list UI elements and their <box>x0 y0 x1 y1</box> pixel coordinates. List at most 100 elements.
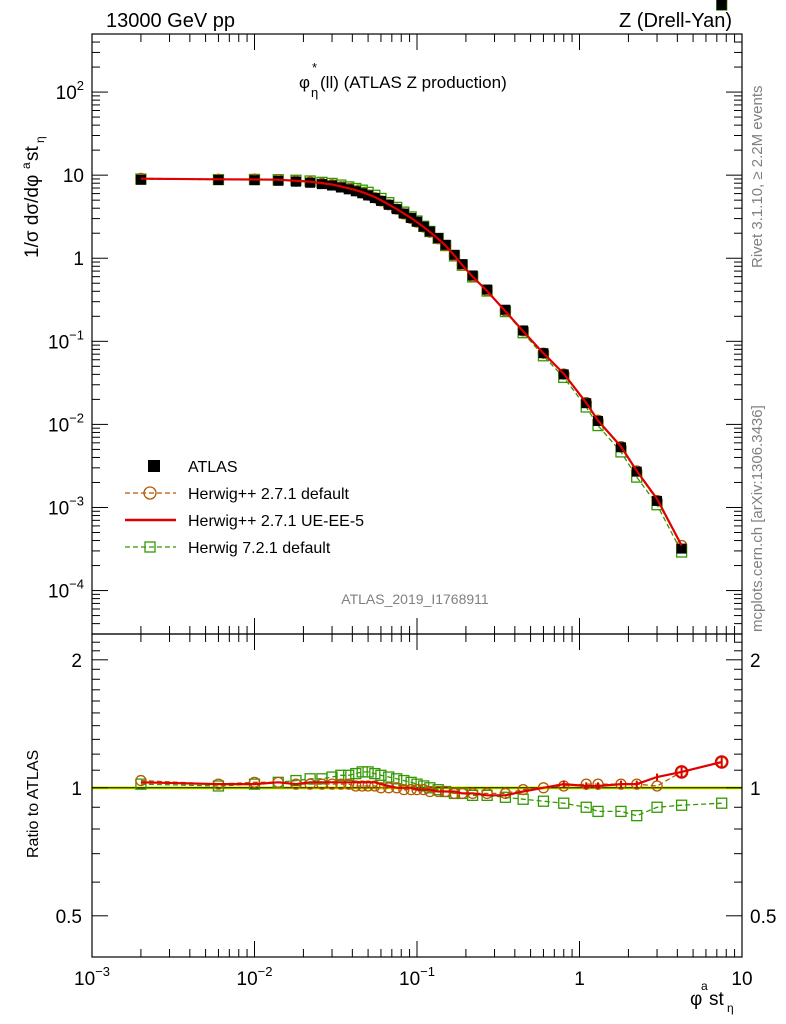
ratio-y-tick-label: 1 <box>71 779 82 800</box>
ratio-herwig7-default-line <box>140 771 722 817</box>
ratio-herwigpp-default-marker <box>375 782 387 794</box>
herwigpp-ueee5-line <box>140 177 683 547</box>
ratio-herwig7-default-marker <box>290 774 302 787</box>
ratio-herwig7-default-marker <box>369 767 381 780</box>
main-plot-panel: 10−4 10−3 10−2 10−1 1 10 102 <box>48 0 743 635</box>
ratio-herwig7-default-marker <box>716 797 728 809</box>
ratio-herwig7-default-marker <box>499 791 512 803</box>
y-tick-label: 102 <box>56 78 84 104</box>
ratio-y-tick-label-right: 2 <box>750 651 761 672</box>
header-left: 13000 GeV pp <box>106 10 235 32</box>
ratio-herwig7-default-marker <box>537 795 550 807</box>
ratio-herwig7-default-marker <box>362 766 374 778</box>
ratio-herwig7-default-marker <box>398 774 410 787</box>
legend-item: Herwig++ 2.7.1 default <box>125 486 350 503</box>
x-tick-label: 10 <box>731 969 752 990</box>
ratio-herwigpp-default-marker <box>335 778 347 790</box>
ratio-y-tick-label-right: 0.5 <box>750 907 776 928</box>
ratio-herwig7-default-marker <box>631 810 643 822</box>
ratio-herwig7-default-marker <box>580 801 592 813</box>
svg-text:st: st <box>709 989 725 1010</box>
ratio-herwigpp-default-marker <box>326 778 338 790</box>
ratio-herwig7-default-marker <box>350 767 362 780</box>
svg-text:1/σ dσ/dφ: 1/σ dσ/dφ <box>22 175 43 258</box>
x-tick-label: 10−1 <box>399 964 435 990</box>
ratio-herwig7-default-marker <box>304 773 316 785</box>
ratio-herwigpp-default-marker <box>343 778 355 790</box>
x-tick-label: 1 <box>574 969 585 990</box>
ratio-herwigpp-default-marker <box>398 784 410 796</box>
legend-label: Herwig++ 2.7.1 default <box>188 486 350 503</box>
atlas-data-point <box>676 543 687 554</box>
ratio-herwig7-default-marker <box>418 780 430 792</box>
legend-item: ATLAS <box>148 459 238 476</box>
legend-label: ATLAS <box>188 459 238 476</box>
legend-swatch-marker <box>144 541 156 553</box>
svg-text:*: * <box>312 60 317 75</box>
ratio-herwig7-default-marker <box>356 766 368 778</box>
ratio-herwigpp-default-marker <box>350 780 362 792</box>
x-tick-label: 10−3 <box>74 964 110 990</box>
legend-swatch-atlas <box>148 460 160 472</box>
y-tick-label: 10−3 <box>48 493 84 519</box>
ratio-y-tick-label: 2 <box>71 651 82 672</box>
ratio-herwig7-default-marker <box>375 769 387 781</box>
ratio-herwigpp-default-marker <box>304 778 316 790</box>
svg-text:(ll) (ATLAS Z production): (ll) (ATLAS Z production) <box>320 73 507 92</box>
svg-text:st: st <box>22 146 43 162</box>
y-tick-label: 10−2 <box>48 410 84 436</box>
ratio-herwigpp-default-marker <box>356 780 368 792</box>
y-tick-label: 10 <box>63 166 84 187</box>
legend-item: Herwig 7.2.1 default <box>125 540 331 557</box>
svg-text:a: a <box>701 979 708 993</box>
atlas-data-point <box>716 0 727 10</box>
y-tick-label: 1 <box>73 249 84 270</box>
header-right: Z (Drell-Yan) <box>619 10 732 32</box>
ratio-herwig7-default-marker <box>675 799 688 811</box>
svg-text:a: a <box>19 162 33 169</box>
ratio-herwig7-default-marker <box>343 769 355 781</box>
legend-label: Herwig++ 2.7.1 UE-EE-5 <box>188 513 364 530</box>
y-axis-label: 1/σ dσ/dφ a st η <box>19 136 47 258</box>
ratio-y-axis-label: Ratio to ATLAS <box>25 750 42 858</box>
x-tick-label: 10−2 <box>237 964 273 990</box>
legend: ATLAS Herwig++ 2.7.1 default Herwig++ 2.7.… <box>125 459 364 557</box>
ratio-herwig7-default-marker <box>135 778 147 790</box>
ratio-herwig7-default-marker <box>615 805 627 818</box>
ratio-herwig7-default-marker <box>651 801 663 813</box>
plot-title: φ * η (ll) (ATLAS Z production) <box>299 60 507 100</box>
ratio-herwigpp-default-marker <box>135 774 147 787</box>
legend-item: Herwig++ 2.7.1 UE-EE-5 <box>125 513 364 530</box>
ratio-herwig7-default-marker <box>391 773 403 785</box>
ratio-ueee5-marker <box>674 765 689 779</box>
ratio-herwigpp-default-marker <box>651 780 663 792</box>
ratio-y-tick-label-right: 1 <box>750 779 761 800</box>
side-rivet-label: Rivet 3.1.10, ≥ 2.2M events <box>749 86 766 269</box>
ratio-ueee5-marker <box>714 755 729 769</box>
svg-text:η: η <box>311 85 318 100</box>
x-axis-label: φ a st η <box>690 979 734 1015</box>
ratio-herwig7-default-marker <box>558 797 570 809</box>
svg-text:η: η <box>33 136 47 143</box>
ratio-herwigpp-default-marker <box>481 787 493 800</box>
legend-label: Herwig 7.2.1 default <box>188 540 331 557</box>
ratio-plot-frame <box>91 633 743 958</box>
ratio-herwig7-default-marker <box>592 805 604 818</box>
ratio-y-tick-label: 0.5 <box>56 907 82 928</box>
ratio-herwigpp-ueee5-line <box>140 760 722 797</box>
svg-text:φ: φ <box>690 989 702 1010</box>
y-tick-label: 10−4 <box>48 577 84 603</box>
side-mcplots-label: mcplots.cern.ch [arXiv:1306.3436] <box>749 405 766 632</box>
analysis-id-label: ATLAS_2019_I1768911 <box>341 591 489 607</box>
ratio-herwig7-default-marker <box>335 769 347 781</box>
svg-text:η: η <box>727 1001 734 1015</box>
svg-text:φ: φ <box>299 73 310 92</box>
ratio-herwigpp-default-marker <box>248 776 261 788</box>
ratio-herwigpp-default-marker <box>362 780 374 792</box>
legend-swatch-marker <box>143 486 157 500</box>
y-tick-label: 10−1 <box>48 327 84 353</box>
ratio-herwigpp-default-marker <box>369 780 381 792</box>
ratio-herwig7-default-marker <box>383 771 395 783</box>
ratio-plot-panel: 10−3 10−2 10−1 1 10 0.5 0.5 1 1 2 2 <box>56 633 776 990</box>
